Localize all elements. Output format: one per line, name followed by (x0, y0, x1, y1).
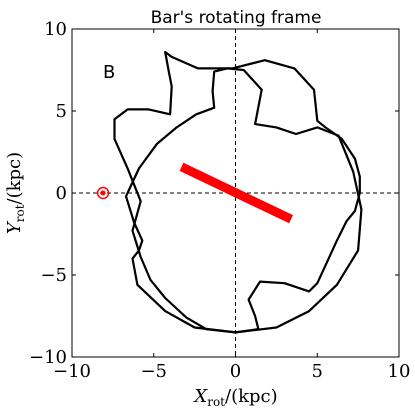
x-axis-label-symbol: X (192, 386, 208, 407)
panel-label: B (103, 62, 115, 83)
sun-marker-dot (100, 190, 106, 196)
x-tick-label: −10 (53, 361, 91, 382)
x-axis-label: Xrot/(kpc) (192, 386, 277, 409)
chart-title: Bar's rotating frame (151, 8, 322, 28)
x-tick-label: −5 (140, 361, 167, 382)
plot-area (71, 28, 400, 358)
y-tick-label: −10 (29, 347, 67, 368)
y-axis-label-subscript: rot (13, 204, 27, 222)
x-axis-label-unit: /(kpc) (225, 386, 278, 407)
x-axis-label-subscript: rot (207, 395, 225, 409)
bar-line (179, 162, 294, 224)
x-tick-label: 0 (230, 361, 241, 382)
y-axis-label-unit: /(kpc) (4, 152, 25, 205)
y-axis-label-symbol: Y (4, 220, 25, 234)
x-tick-label: 5 (312, 361, 323, 382)
x-tick-label: 10 (388, 361, 411, 382)
y-tick-label: 0 (56, 183, 67, 204)
y-tick-label: 10 (44, 19, 67, 40)
y-tick-label: 5 (56, 101, 67, 122)
y-tick-label: −5 (40, 265, 67, 286)
orbit-curve-2 (124, 67, 363, 334)
y-axis-label: Yrot/(kpc) (4, 152, 27, 234)
sun-marker-ring (96, 186, 110, 200)
axis-ticks: −10 −5 0 5 10 −10 −5 0 5 10 (29, 19, 410, 382)
